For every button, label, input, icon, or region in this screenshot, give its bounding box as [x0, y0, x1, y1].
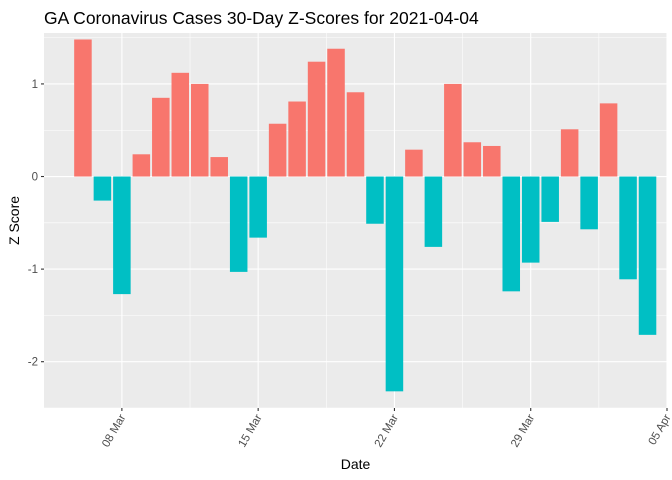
bar — [638, 176, 657, 335]
y-tick-label: 1 — [32, 79, 38, 91]
bars — [74, 39, 657, 392]
y-axis-title: Z Score — [6, 196, 22, 245]
x-axis-title: Date — [341, 456, 371, 472]
bar — [541, 176, 559, 222]
bar — [152, 97, 170, 177]
bar — [74, 39, 92, 177]
x-tick-label: 08 Mar — [100, 412, 128, 449]
y-tick-label: 0 — [32, 172, 38, 184]
bar — [190, 83, 209, 177]
bar — [113, 176, 131, 295]
bar — [619, 176, 637, 280]
bar — [483, 145, 501, 177]
plot-panel — [44, 33, 667, 408]
x-tick-label: 15 Mar — [236, 412, 264, 449]
x-tick-label: 29 Mar — [509, 412, 537, 449]
y-tick-label: -2 — [28, 357, 38, 369]
bar — [424, 176, 443, 247]
bar — [229, 176, 248, 272]
bar — [346, 92, 365, 177]
bar — [171, 72, 190, 177]
bar — [210, 157, 228, 177]
bar — [502, 176, 521, 292]
y-tick-label: -1 — [28, 264, 38, 276]
bar — [405, 149, 423, 177]
bar — [444, 83, 462, 177]
x-tick-label: 22 Mar — [373, 412, 401, 449]
bar — [268, 123, 287, 177]
bar — [249, 176, 267, 238]
x-tick-label: 05 Apr — [647, 412, 672, 447]
chart-title: GA Coronavirus Cases 30-Day Z-Scores for… — [44, 8, 479, 28]
bar — [599, 103, 618, 177]
bar — [560, 129, 579, 177]
bar — [521, 176, 540, 263]
bar — [288, 101, 306, 177]
bar — [580, 176, 598, 230]
bar — [366, 176, 384, 224]
bar — [93, 176, 112, 201]
bar — [385, 176, 404, 392]
bar — [463, 142, 482, 177]
bar — [132, 154, 151, 177]
bar — [327, 48, 345, 177]
bar — [307, 61, 326, 177]
